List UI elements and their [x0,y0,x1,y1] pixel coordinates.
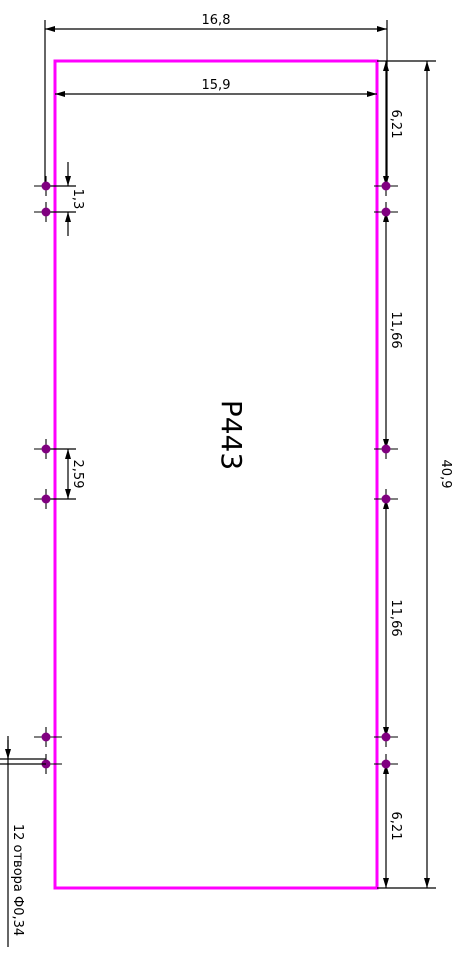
part-outline [53,59,379,890]
part-label: P443 [215,400,248,470]
hole [41,444,51,454]
dimension-overall-width [44,20,388,185]
hole [41,732,51,742]
hole-centerlines [34,176,398,774]
pitch-upper-label: 11,66 [388,311,403,348]
hole [381,181,391,191]
hole [381,732,391,742]
pitch-lower-label: 11,66 [388,599,403,636]
height-label: 40,9 [438,460,453,489]
hole [41,207,51,217]
bottom-offset-label: 6,21 [388,812,403,841]
hole [41,181,51,191]
hole [381,207,391,217]
hole-spacing-mid-label: 2,59 [70,460,85,489]
inner-width-label: 15,9 [202,78,231,93]
hole-note: 12 отвора Ф0,34 [10,824,25,936]
hole [381,494,391,504]
hole-spacing-top-label: 1,3 [70,189,85,210]
overall-width-label: 16,8 [202,13,231,28]
hole [41,494,51,504]
top-offset-label: 6,21 [388,110,403,139]
holes [41,181,391,769]
hole [381,444,391,454]
hole-note-leader [0,736,46,947]
hole [381,759,391,769]
